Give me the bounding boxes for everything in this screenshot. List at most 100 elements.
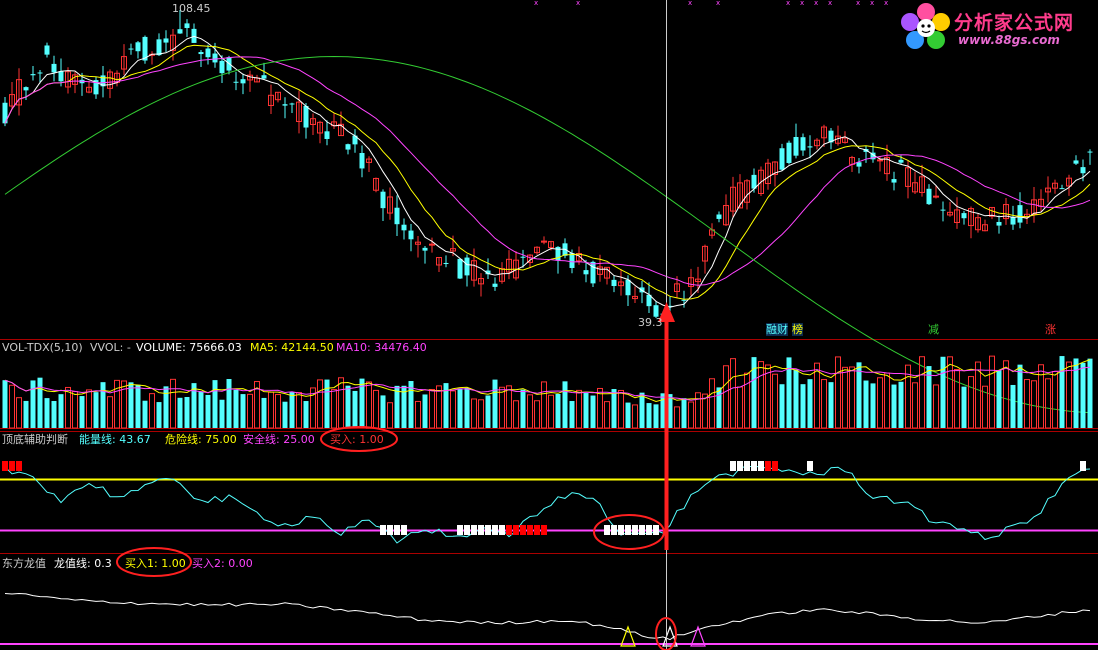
- top-signal-white: [730, 461, 736, 471]
- volume-bar-down: [1059, 356, 1065, 428]
- volume-bar-up: [1003, 360, 1009, 429]
- candle-body-up: [541, 240, 547, 243]
- volume-bar-up: [730, 358, 736, 429]
- volume-bar-up: [429, 388, 435, 429]
- volume-bar-up: [933, 384, 939, 429]
- volume-bar-down: [79, 396, 85, 428]
- volume-bar-up: [86, 389, 92, 429]
- volume-bar-down: [380, 395, 386, 428]
- volume-bar-up: [905, 364, 911, 429]
- volume-bar-up: [695, 392, 701, 429]
- candle-body-up: [919, 176, 925, 193]
- volume-bar-down: [681, 398, 687, 428]
- volume-bar-up: [877, 377, 883, 429]
- bottom-signal-white: [625, 525, 631, 535]
- bottom-signal-white: [387, 525, 393, 535]
- buy-triangle-marker: [690, 625, 706, 647]
- volume-bar-up: [849, 366, 855, 429]
- candle-body-down: [408, 230, 414, 240]
- volume-bar-down: [807, 379, 813, 428]
- top-signal-white: [751, 461, 757, 471]
- volume-bar-up: [310, 387, 316, 429]
- candle-body-up: [576, 253, 582, 262]
- volume-bar-down: [184, 396, 190, 428]
- dragon-indicator-name[interactable]: 东方龙值: [2, 557, 46, 570]
- candle-body-down: [898, 159, 904, 163]
- volume-bar-down: [1080, 362, 1086, 428]
- volume-bar-up: [415, 400, 421, 429]
- ma20-line: [4, 56, 1091, 286]
- top-x-marker: x: [870, 0, 874, 7]
- candle-body-up: [471, 260, 477, 281]
- volume-bar-down: [135, 384, 141, 428]
- candle-body-down: [793, 136, 799, 156]
- top-signal-white: [1080, 461, 1086, 471]
- candle-body-up: [1045, 187, 1051, 193]
- volume-bar-up: [632, 404, 638, 429]
- volume-bar-up: [982, 385, 988, 429]
- candle-body-up: [954, 209, 960, 224]
- candle-body-down: [716, 214, 722, 219]
- candle-body-up: [366, 158, 372, 163]
- judge-indicator-name[interactable]: 顶底辅助判断: [2, 433, 68, 446]
- top-x-marker: x: [534, 0, 538, 7]
- candle-body-down: [940, 209, 946, 211]
- candle-body-down: [163, 38, 169, 43]
- volume-bar-up: [947, 356, 953, 429]
- high-price-label: 108.45: [172, 2, 211, 15]
- volume-bar-up: [821, 379, 827, 429]
- volume-bar-up: [478, 399, 484, 429]
- candle-body-up: [16, 79, 22, 106]
- volume-bar-up: [912, 382, 918, 429]
- volume-bar-down: [660, 393, 666, 428]
- volume-bar-down: [583, 393, 589, 428]
- bottom-signal-red: [527, 525, 533, 535]
- volume-bar-up: [1066, 361, 1072, 429]
- candle-body-down: [177, 29, 183, 34]
- volume-bar-up: [989, 355, 995, 429]
- volume-bar-down: [226, 379, 232, 428]
- volume-bar-down: [240, 394, 246, 428]
- volume-bar-up: [296, 392, 302, 429]
- event-tag-financing[interactable]: 融财: [766, 323, 788, 336]
- candle-body-down: [443, 262, 449, 264]
- candle-body-up: [905, 167, 911, 187]
- volume-bar-down: [569, 401, 575, 428]
- volume-bar-down: [177, 397, 183, 428]
- bottom-signal-white: [380, 525, 386, 535]
- volume-bar-up: [436, 385, 442, 429]
- candle-body-up: [604, 266, 610, 279]
- dragon-line: [4, 592, 1091, 641]
- annotation-ellipse-bottom-signal: [593, 514, 665, 550]
- candle-body-up: [758, 169, 764, 194]
- event-tag-rise[interactable]: 涨: [1045, 323, 1056, 336]
- volume-bar-down: [940, 356, 946, 428]
- site-logo[interactable]: 分析家公式网 www.88gs.com: [898, 2, 1094, 52]
- bottom-signal-white: [464, 525, 470, 535]
- candle-body-up: [744, 180, 750, 203]
- candle-body-up: [1031, 199, 1037, 215]
- volume-bar-up: [527, 394, 533, 429]
- event-tag-reduce[interactable]: 减: [928, 323, 939, 336]
- candle-body-down: [569, 253, 575, 268]
- event-tag-list[interactable]: 榜: [792, 323, 803, 336]
- volume-bar-down: [926, 366, 932, 428]
- volume-bar-up: [618, 389, 624, 429]
- top-signal-white: [744, 461, 750, 471]
- candle-body-up: [373, 177, 379, 191]
- volume-indicator-name[interactable]: VOL-TDX(5,10): [2, 341, 83, 354]
- bottom-signal-red: [520, 525, 526, 535]
- candle-body-down: [212, 53, 218, 63]
- candle-body-up: [765, 162, 771, 185]
- volume-bar-down: [898, 381, 904, 428]
- logo-title: 分析家公式网: [954, 12, 1075, 34]
- candle-body-down: [457, 258, 463, 279]
- candle-body-down: [401, 224, 407, 231]
- volume-bar-down: [303, 401, 309, 428]
- bottom-signal-white: [604, 525, 610, 535]
- volume-bar-down: [492, 379, 498, 428]
- volume-bar-down: [408, 381, 414, 428]
- candle-body-down: [646, 294, 652, 307]
- candle-body-down: [303, 105, 309, 128]
